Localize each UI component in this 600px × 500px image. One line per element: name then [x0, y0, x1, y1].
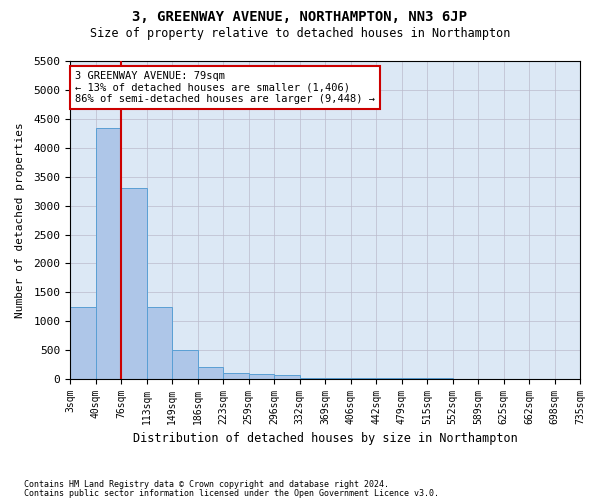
Y-axis label: Number of detached properties: Number of detached properties [15, 122, 25, 318]
Bar [95, 128, 121, 378]
Text: Contains HM Land Registry data © Crown copyright and database right 2024.: Contains HM Land Registry data © Crown c… [24, 480, 389, 489]
Text: 3 GREENWAY AVENUE: 79sqm
← 13% of detached houses are smaller (1,406)
86% of sem: 3 GREENWAY AVENUE: 79sqm ← 13% of detach… [75, 71, 375, 104]
Bar [172, 350, 197, 378]
Text: 3, GREENWAY AVENUE, NORTHAMPTON, NN3 6JP: 3, GREENWAY AVENUE, NORTHAMPTON, NN3 6JP [133, 10, 467, 24]
Bar [248, 374, 274, 378]
Bar [121, 188, 146, 378]
Bar [146, 306, 172, 378]
Bar [223, 373, 248, 378]
Bar [70, 306, 95, 378]
Bar [197, 367, 223, 378]
Bar [274, 375, 299, 378]
Text: Size of property relative to detached houses in Northampton: Size of property relative to detached ho… [90, 28, 510, 40]
X-axis label: Distribution of detached houses by size in Northampton: Distribution of detached houses by size … [133, 432, 517, 445]
Text: Contains public sector information licensed under the Open Government Licence v3: Contains public sector information licen… [24, 489, 439, 498]
